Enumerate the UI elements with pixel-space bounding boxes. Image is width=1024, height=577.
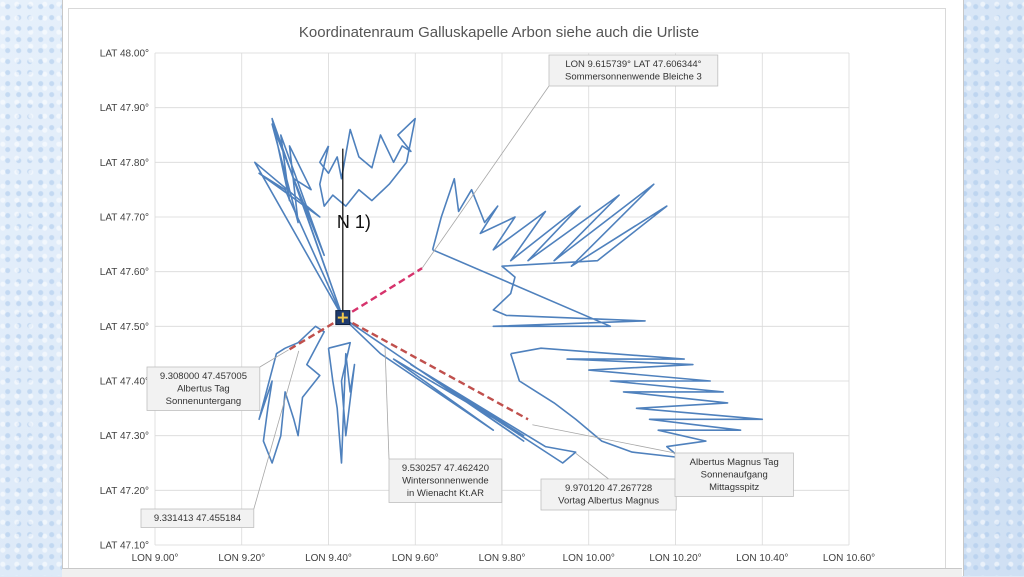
callout-leader	[253, 350, 300, 510]
chart-title: Koordinatenraum Galluskapelle Arbon sieh…	[299, 24, 699, 41]
series-line-4	[431, 177, 668, 328]
x-tick-label: LON 10.60°	[823, 553, 875, 564]
callout-leader	[532, 424, 676, 454]
callout-leader	[575, 452, 609, 480]
y-axis-ticks: LAT 47.10° LAT 47.20° LAT 47.30° LAT 47.40°…	[100, 49, 149, 552]
x-tick-label: LON 10.40°	[736, 553, 788, 564]
y-tick-label: LAT 47.10°	[100, 541, 149, 552]
series-line-1	[271, 117, 344, 318]
center-marker	[335, 310, 351, 326]
callout-text: 9.308000 47.457005	[160, 371, 247, 382]
y-tick-label: LAT 47.70°	[100, 213, 149, 224]
x-tick-label: LON 9.60°	[392, 553, 439, 564]
callout-box	[146, 366, 261, 411]
data-series	[254, 117, 764, 464]
y-tick-label: LAT 47.60°	[100, 267, 149, 278]
x-tick-label: LON 9.00°	[132, 553, 179, 564]
callout-box	[540, 478, 677, 511]
series-line-5	[509, 347, 764, 459]
callout-text: Sonnenuntergang	[166, 396, 242, 407]
callout-text: 9.331413 47.455184	[154, 513, 241, 524]
sheet-tab-strip[interactable]	[62, 568, 962, 577]
callout-text: Sonnenaufgang	[701, 470, 768, 481]
callout-text: LON 9.615739° LAT 47.606344°	[565, 59, 701, 70]
x-axis-ticks: LON 9.00° LON 9.20° LON 9.40° LON 9.60° LON …	[132, 553, 876, 564]
x-tick-label: LON 9.20°	[218, 553, 265, 564]
callout-text: in Wienacht Kt.AR	[407, 488, 484, 499]
callout-text: 9.530257 47.462420	[402, 463, 489, 474]
callout-text: Albertus Tag	[177, 384, 230, 395]
dashed-line-1	[342, 267, 423, 319]
callout-text: 9.970120 47.267728	[565, 483, 652, 494]
callout-box	[674, 452, 794, 497]
chart-area[interactable]: Koordinatenraum Galluskapelle Arbon sieh…	[68, 8, 946, 570]
callout-text: Mittagsspitz	[709, 482, 759, 493]
x-tick-label: LON 10.20°	[649, 553, 701, 564]
x-tick-label: LON 9.40°	[305, 553, 352, 564]
y-tick-label: LAT 47.90°	[100, 103, 149, 114]
y-tick-label: LAT 48.00°	[100, 49, 149, 60]
series-line-8	[327, 341, 356, 464]
callout-box	[140, 508, 255, 528]
callout-leader	[421, 85, 550, 269]
callout-box	[388, 458, 503, 503]
callout-box	[548, 54, 719, 87]
y-tick-label: LAT 47.50°	[100, 322, 149, 333]
callout-leader	[384, 346, 390, 460]
x-tick-label: LON 10.00°	[563, 553, 615, 564]
callout-text: Wintersonnenwende	[402, 476, 489, 487]
callout-text: Sommersonnenwende Bleiche 3	[565, 72, 702, 83]
dashed-direction-lines	[287, 267, 529, 421]
y-tick-label: LAT 47.40°	[100, 377, 149, 388]
y-tick-label: LAT 47.30°	[100, 431, 149, 442]
dashed-line-3	[342, 316, 529, 421]
series-line-6	[342, 316, 577, 464]
series-line-3	[319, 117, 417, 207]
x-tick-label: LON 9.80°	[479, 553, 526, 564]
callout-text: Albertus Magnus Tag	[690, 457, 779, 468]
center-label: N 1)	[337, 212, 371, 232]
callout-leader	[259, 349, 289, 368]
callout-text: Vortag Albertus Magnus	[558, 496, 659, 507]
chart-svg: Koordinatenraum Galluskapelle Arbon sieh…	[100, 24, 876, 564]
north-line: N 1)	[337, 148, 371, 318]
series-line-2	[254, 161, 344, 318]
y-tick-label: LAT 47.80°	[100, 158, 149, 169]
annotation-callouts: LON 9.615739° LAT 47.606344° Sommersonnen…	[140, 54, 794, 528]
y-tick-label: LAT 47.20°	[100, 486, 149, 497]
dashed-line-2	[287, 316, 344, 351]
